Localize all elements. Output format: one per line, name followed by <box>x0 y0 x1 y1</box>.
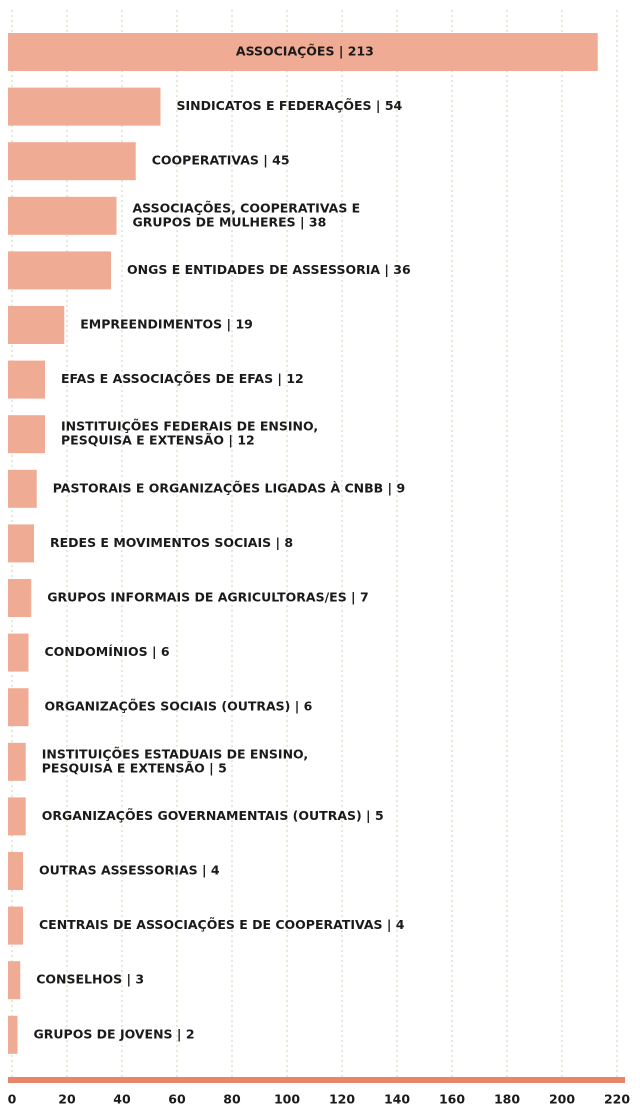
bar-label: OUTRAS ASSESSORIAS | 4 <box>39 863 220 878</box>
bar-label: PASTORAIS E ORGANIZAÇÕES LIGADAS À CNBB … <box>53 480 405 495</box>
bar-label: COOPERATIVAS | 45 <box>152 153 290 168</box>
bar <box>8 579 32 617</box>
x-tick-label: 200 <box>549 1092 575 1107</box>
bar-label: ASSOCIAÇÕES | 213 <box>236 44 374 59</box>
bar <box>8 196 117 235</box>
bar-label: GRUPOS DE JOVENS | 2 <box>34 1026 195 1041</box>
x-tick-label: 180 <box>494 1092 520 1107</box>
x-tick-label: 120 <box>329 1092 355 1107</box>
bar <box>8 906 23 945</box>
bar <box>8 742 26 781</box>
x-tick-label: 100 <box>274 1092 300 1107</box>
bar-label: INSTITUIÇÕES FEDERAIS DE ENSINO, <box>61 419 318 434</box>
bar <box>8 797 26 836</box>
x-tick-label: 80 <box>223 1092 241 1107</box>
bar-label: ASSOCIAÇÕES, COOPERATIVAS E <box>133 200 361 215</box>
x-axis <box>8 1077 625 1083</box>
x-tick-label: 20 <box>58 1092 76 1107</box>
bar-label: GRUPOS DE MULHERES | 38 <box>133 214 327 229</box>
bar-label: ORGANIZAÇÕES SOCIAIS (OUTRAS) | 6 <box>45 699 313 714</box>
bar <box>8 87 161 126</box>
bar <box>8 1015 18 1054</box>
bar-label: EFAS E ASSOCIAÇÕES DE EFAS | 12 <box>61 371 304 386</box>
x-tick-label: 40 <box>113 1092 131 1107</box>
x-tick-label: 0 <box>8 1092 17 1107</box>
bar <box>8 251 111 290</box>
bar-label: REDES E MOVIMENTOS SOCIAIS | 8 <box>50 535 293 550</box>
x-tick-label: 140 <box>384 1092 410 1107</box>
bar <box>8 306 65 344</box>
bar-label: CENTRAIS DE ASSOCIAÇÕES E DE COOPERATIVA… <box>39 917 405 932</box>
bar-label: PESQUISA E EXTENSÃO | 12 <box>61 433 255 448</box>
bar <box>8 33 598 71</box>
bar <box>8 524 34 563</box>
bar <box>8 142 136 181</box>
bar <box>8 633 29 672</box>
bar <box>8 961 21 1000</box>
bar <box>8 688 29 727</box>
bar <box>8 360 45 399</box>
x-tick-label: 60 <box>168 1092 186 1107</box>
bar <box>8 852 23 890</box>
x-tick-label: 220 <box>604 1092 630 1107</box>
bar-label: EMPREENDIMENTOS | 19 <box>80 317 253 332</box>
bar-label: ONGS E ENTIDADES DE ASSESSORIA | 36 <box>127 262 411 277</box>
bar <box>8 415 45 454</box>
bar-label: CONDOMÍNIOS | 6 <box>45 644 170 659</box>
bar <box>8 469 37 508</box>
bar-label: INSTITUIÇÕES ESTADUAIS DE ENSINO, <box>42 746 308 761</box>
x-tick-label: 160 <box>439 1092 465 1107</box>
bar-label: ORGANIZAÇÕES GOVERNAMENTAIS (OUTRAS) | 5 <box>42 808 384 823</box>
bar-label: PESQUISA E EXTENSÃO | 5 <box>42 760 227 775</box>
bar-label: SINDICATOS E FEDERAÇÕES | 54 <box>177 98 403 113</box>
bar-label: CONSELHOS | 3 <box>36 972 144 987</box>
bar-label: GRUPOS INFORMAIS DE AGRICULTORAS/ES | 7 <box>47 590 368 605</box>
